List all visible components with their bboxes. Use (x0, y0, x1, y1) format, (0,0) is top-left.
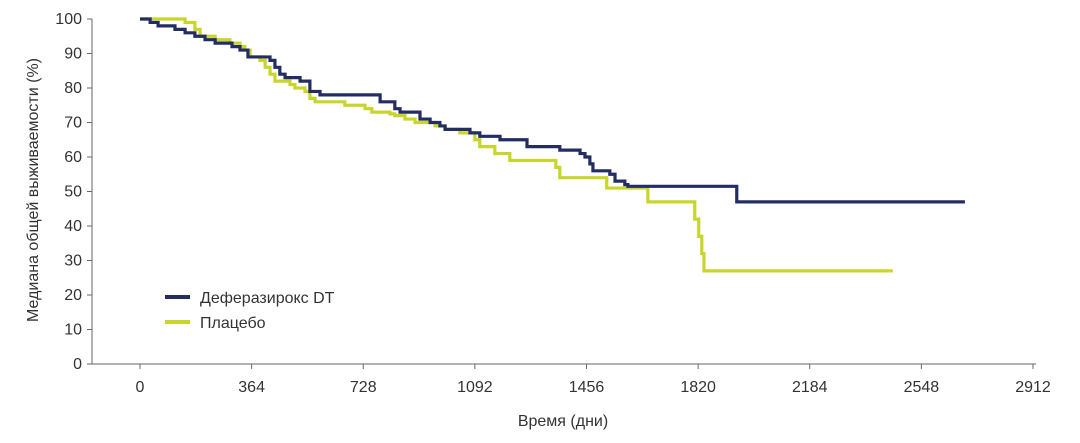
x-tick-label: 1456 (569, 379, 605, 396)
y-tick-label: 40 (64, 218, 82, 235)
y-tick-label: 0 (73, 356, 82, 373)
y-tick-label: 60 (64, 149, 82, 166)
series-line-deferasirox (140, 17, 965, 204)
x-tick-label: 1092 (457, 379, 493, 396)
y-tick-label: 20 (64, 287, 82, 304)
x-tick-label: 1820 (680, 379, 716, 396)
y-axis-label: Медиана общей выживаемости (%) (25, 58, 42, 322)
legend-label-placebo: Плацебо (200, 315, 266, 332)
y-tick-label: 30 (64, 253, 82, 270)
legend-label-deferasirox: Деферазирокс DT (200, 290, 335, 307)
y-tick-label: 70 (64, 115, 82, 132)
y-tick-label: 100 (55, 11, 82, 28)
x-tick-label: 364 (238, 379, 265, 396)
x-tick-label: 2912 (1015, 379, 1051, 396)
x-tick-label: 2548 (904, 379, 940, 396)
y-tick-label: 80 (64, 80, 82, 97)
y-tick-label: 10 (64, 322, 82, 339)
x-tick-label: 0 (136, 379, 145, 396)
y-tick-label: 90 (64, 46, 82, 63)
y-tick-label: 50 (64, 184, 82, 201)
x-tick-label: 2184 (792, 379, 828, 396)
x-tick-label: 728 (350, 379, 377, 396)
x-axis-label: Время (дни) (518, 413, 608, 430)
legend: Деферазирокс DT Плацебо (165, 290, 335, 332)
series-line-placebo (140, 17, 893, 273)
